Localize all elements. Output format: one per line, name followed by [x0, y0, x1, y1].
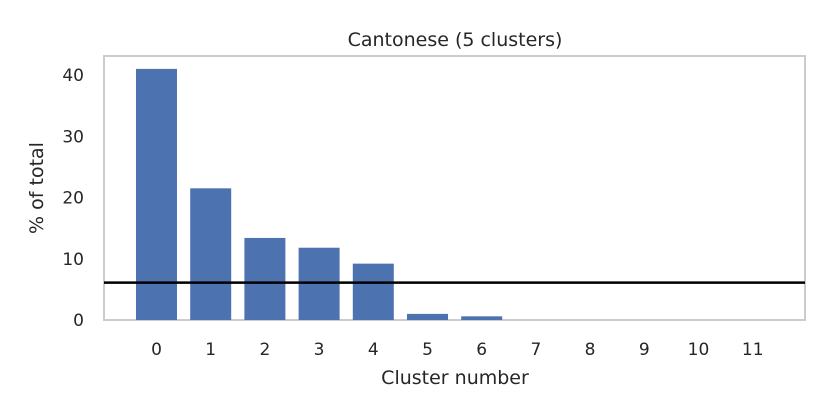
bar-cluster-6	[461, 316, 503, 320]
chart-title: Cantonese (5 clusters)	[348, 29, 563, 51]
x-tick-label: 5	[422, 340, 433, 360]
bar-cluster-1	[190, 188, 232, 320]
y-tick-labels: 0 10 20 30 40	[62, 66, 84, 331]
x-tick-label: 4	[368, 340, 379, 360]
x-axis-label: Cluster number	[381, 367, 529, 389]
x-tick-label: 3	[314, 340, 325, 360]
y-tick-label: 30	[62, 127, 84, 147]
plot-area-frame	[103, 55, 806, 321]
bars-group	[136, 68, 503, 321]
x-tick-label: 1	[205, 340, 216, 360]
y-tick-label: 20	[62, 189, 84, 209]
x-tick-label: 6	[476, 340, 487, 360]
x-tick-labels: 0 1 2 3 4 5 6 7 8 9 10 11	[151, 340, 763, 360]
x-tick-label: 11	[742, 340, 764, 360]
x-tick-label: 7	[530, 340, 541, 360]
bar-cluster-0	[136, 68, 177, 321]
bar-cluster-5	[407, 313, 448, 321]
y-tick-label: 40	[62, 66, 84, 86]
x-tick-label: 10	[688, 340, 710, 360]
y-tick-label: 0	[73, 311, 84, 331]
bar-cluster-2	[244, 237, 286, 320]
x-tick-label: 8	[585, 340, 596, 360]
x-tick-label: 0	[151, 340, 162, 360]
y-axis-label: % of total	[26, 142, 48, 234]
y-tick-label: 10	[62, 250, 84, 270]
x-tick-label: 2	[259, 340, 270, 360]
x-tick-label: 9	[639, 340, 650, 360]
bar-cluster-4	[352, 263, 394, 320]
